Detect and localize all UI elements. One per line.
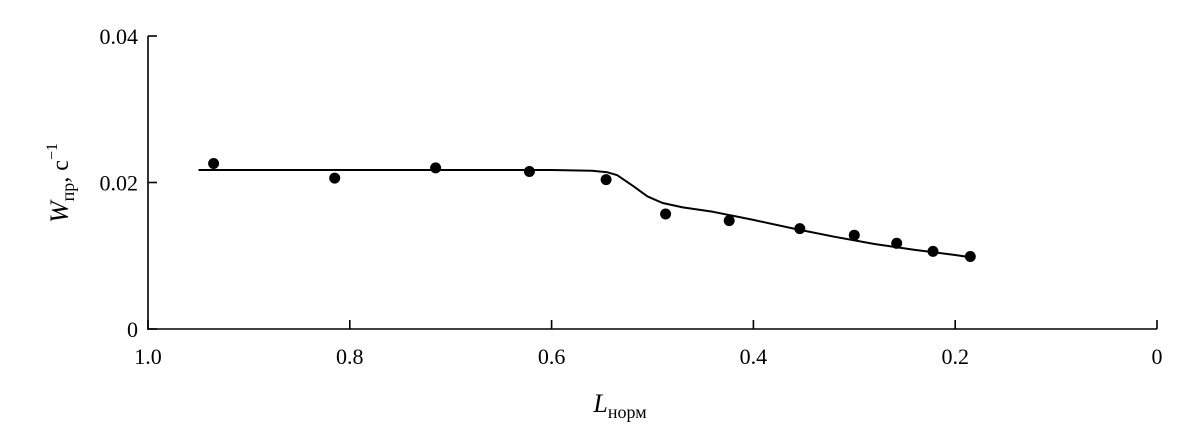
data-point	[848, 229, 860, 241]
x-tick-label: 0.8	[336, 344, 364, 369]
y-axis-label-sub: пр	[58, 183, 78, 202]
data-point	[927, 245, 939, 257]
x-axis-label: Lнорм	[592, 389, 646, 422]
y-tick-label: 0.02	[100, 171, 139, 196]
x-tick-label: 0	[1152, 344, 1163, 369]
x-tick-label: 0.6	[538, 344, 566, 369]
y-tick-label: 0	[127, 317, 138, 342]
y-tick-label: 0.04	[100, 24, 139, 49]
x-tick-label: 0.2	[941, 344, 969, 369]
data-point	[964, 251, 976, 262]
data-point	[891, 237, 903, 249]
data-point	[430, 162, 442, 174]
x-tick-label: 1.0	[134, 344, 162, 369]
fit-line	[198, 169, 971, 259]
data-point	[723, 215, 735, 227]
data-point	[329, 172, 341, 184]
y-axis-label-unit: , с	[48, 160, 74, 183]
y-axis-label-sup: −1	[44, 143, 61, 160]
data-point	[523, 166, 535, 177]
y-axis-label-main: W	[45, 199, 74, 223]
data-points	[208, 158, 976, 262]
data-point	[600, 174, 612, 186]
y-axis-label: Wпр, с−1	[44, 143, 78, 223]
x-axis-label-sub: норм	[608, 402, 647, 422]
x-tick-label: 0.4	[740, 344, 768, 369]
tick-labels: 1.0 0.8 0.6 0.4 0.2 0 0 0.02 0.04	[100, 24, 1163, 369]
data-point	[208, 158, 220, 169]
data-point	[660, 208, 672, 220]
data-point	[794, 223, 806, 235]
x-axis-label-main: L	[592, 389, 607, 418]
ticks	[147, 35, 1158, 330]
